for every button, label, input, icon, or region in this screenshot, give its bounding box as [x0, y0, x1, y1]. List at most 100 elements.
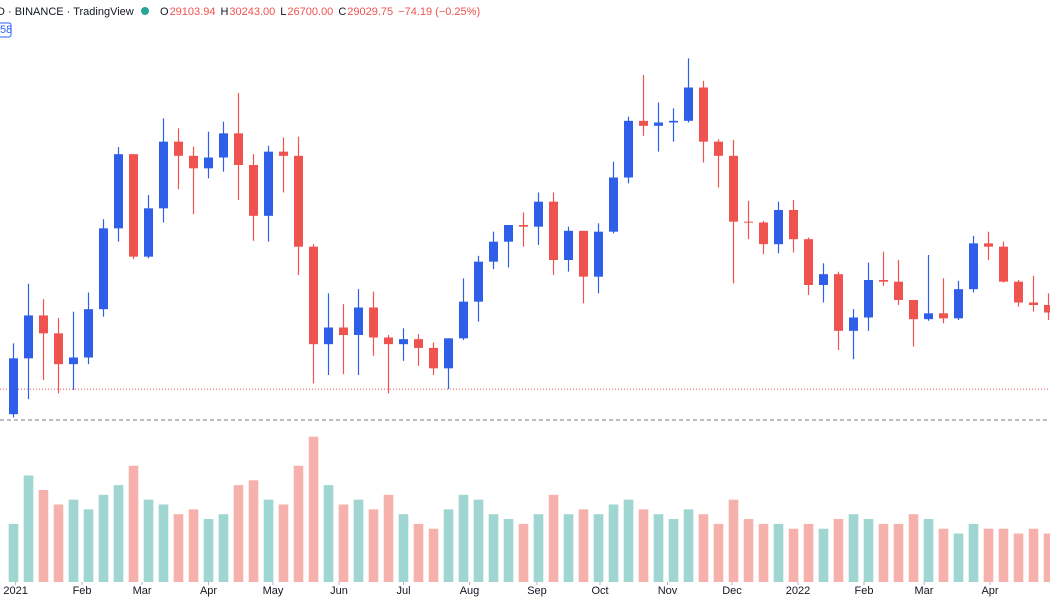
- candle-body: [234, 133, 243, 165]
- candle-body: [54, 333, 63, 365]
- volume-bar: [338, 504, 349, 582]
- candle-body: [69, 357, 78, 365]
- volume-bar: [998, 528, 1009, 582]
- volume-bar: [653, 514, 664, 582]
- candle-body: [714, 141, 723, 156]
- volume-bar: [578, 509, 589, 582]
- volume-bar: [548, 494, 559, 582]
- candle-body: [504, 225, 513, 242]
- ohlc-label: O: [160, 6, 169, 18]
- candle-body: [159, 141, 168, 209]
- ohlc-value: 29103.94: [170, 6, 216, 18]
- candle-body: [429, 347, 438, 369]
- volume-bar: [488, 514, 499, 582]
- candle-body: [624, 120, 633, 178]
- volume-bar: [68, 499, 79, 582]
- volume-bar: [563, 514, 574, 582]
- x-tick-label: Feb: [855, 585, 874, 597]
- x-tick-label: Feb: [73, 585, 92, 597]
- volume-bar: [263, 499, 274, 582]
- volume-bar: [968, 523, 979, 582]
- volume-bar: [8, 523, 19, 582]
- candle-body: [1044, 305, 1050, 313]
- candle-body: [849, 317, 858, 331]
- candle-body: [99, 228, 108, 310]
- volume-bar: [353, 499, 364, 582]
- candle-body: [444, 338, 453, 369]
- candle-body: [924, 313, 933, 320]
- x-tick-label: Dec: [722, 585, 742, 597]
- candle-body: [459, 301, 468, 339]
- x-tick-label: Jun: [330, 585, 348, 597]
- candle-body: [264, 151, 273, 216]
- volume-bar: [83, 509, 94, 582]
- candle-body: [129, 154, 138, 257]
- volume-bar: [713, 523, 724, 582]
- volume-bar: [188, 509, 199, 582]
- candle-body: [594, 231, 603, 277]
- candle-body: [549, 201, 558, 260]
- x-tick-label: Jul: [396, 585, 410, 597]
- symbol-label: D · BINANCE · TradingView: [0, 6, 134, 18]
- volume-bar: [533, 514, 544, 582]
- volume-bar: [1028, 528, 1039, 582]
- volume-bar: [218, 514, 229, 582]
- volume-bar: [308, 436, 319, 582]
- volume-bar: [443, 509, 454, 582]
- candle-body: [969, 243, 978, 290]
- volume-bar: [398, 514, 409, 582]
- x-tick-label: Mar: [133, 585, 152, 597]
- volume-bar: [848, 514, 859, 582]
- candle-body: [489, 241, 498, 262]
- volume-bar: [788, 528, 799, 582]
- candle-body: [249, 165, 258, 216]
- candle-body: [399, 339, 408, 345]
- volume-bar: [698, 514, 709, 582]
- volume-bar: [503, 519, 514, 582]
- volume-bar: [683, 509, 694, 582]
- x-tick-label: May: [263, 585, 284, 597]
- volume-bar: [743, 519, 754, 582]
- volume-bar: [938, 528, 949, 582]
- ohlc-label: L: [280, 6, 286, 18]
- candle-body: [999, 246, 1008, 282]
- badge-box: [0, 22, 12, 38]
- volume-bar: [53, 504, 64, 582]
- candle-body: [144, 208, 153, 257]
- status-dot: [141, 7, 149, 15]
- volume-bar: [233, 485, 244, 582]
- candle-body: [909, 300, 918, 320]
- volume-bar: [458, 494, 469, 582]
- volume-bar: [383, 494, 394, 582]
- volume-bar: [98, 494, 109, 582]
- volume-bar: [518, 523, 529, 582]
- volume-bar: [173, 514, 184, 582]
- badge: 58: [0, 24, 12, 36]
- candle-body: [894, 281, 903, 300]
- candle-body: [774, 210, 783, 245]
- volume-bar: [758, 523, 769, 582]
- x-tick-label: Sep: [527, 585, 547, 597]
- volume-bar: [923, 519, 934, 582]
- volume-bar: [1013, 533, 1024, 582]
- ohlc-header: O 29103.94 H 30243.00 L 26700.00 C 29029.75 −74.…: [160, 6, 480, 18]
- candle-body: [984, 243, 993, 247]
- candle-body: [609, 177, 618, 232]
- volume-bar: [128, 465, 139, 582]
- ohlc-label: H: [220, 6, 228, 18]
- candle-body: [9, 358, 18, 415]
- candle-body: [114, 154, 123, 229]
- candle-body: [384, 337, 393, 345]
- candle-body: [744, 221, 753, 223]
- volume-bar: [113, 485, 124, 582]
- candle-body: [699, 87, 708, 142]
- candle-body: [819, 274, 828, 285]
- candle-body: [519, 225, 528, 227]
- candle-body: [534, 201, 543, 227]
- candle-body: [324, 327, 333, 345]
- volume-bar: [893, 523, 904, 582]
- x-tick-label: Mar: [915, 585, 934, 597]
- candle-body: [759, 222, 768, 245]
- candle-body: [939, 313, 948, 319]
